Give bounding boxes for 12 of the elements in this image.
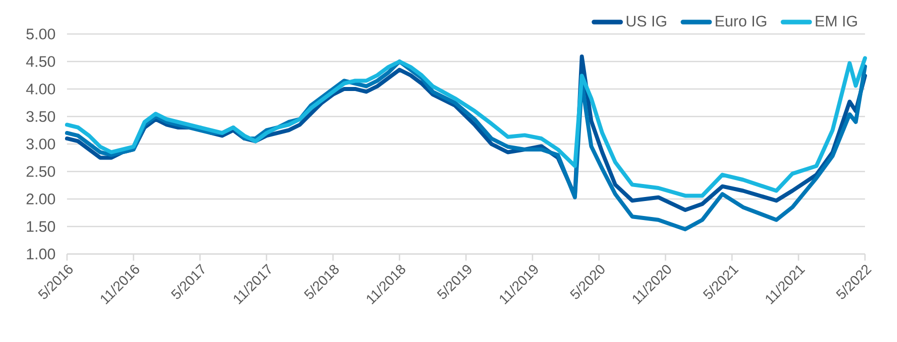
legend-label: EM IG (816, 16, 857, 27)
y-tick-label: 1.00 (26, 248, 56, 260)
y-tick-label: 3.50 (26, 111, 56, 122)
y-tick-label: 2.00 (26, 194, 56, 204)
y-tick-label: 2.50 (26, 166, 56, 177)
y-tick-label: 1.50 (26, 221, 56, 232)
legend-label: Euro IG (716, 16, 766, 27)
y-tick-label: 5.00 (26, 28, 56, 40)
y-tick-label: 3.00 (26, 138, 56, 150)
y-tick-label: 4.00 (26, 84, 56, 94)
y-tick-label: 4.50 (26, 56, 56, 67)
legend-label: US IG (626, 16, 666, 27)
